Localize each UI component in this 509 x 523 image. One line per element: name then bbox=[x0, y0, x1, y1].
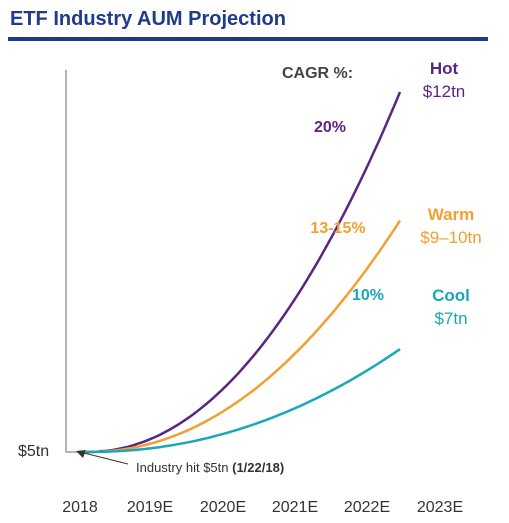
chart-title: ETF Industry AUM Projection bbox=[10, 8, 286, 30]
series-line-cool bbox=[86, 348, 401, 454]
cagr-label-warm: 13-15% bbox=[310, 220, 365, 237]
annotation-label: Industry hit $5tn (1/22/18) bbox=[136, 460, 284, 475]
series-name-warm: Warm bbox=[428, 205, 475, 224]
series-layer: 20% Hot $12tn 13-15% Warm $9–10tn 10% Cool $7tn bbox=[85, 59, 482, 454]
x-tick-label-2018: 2018 bbox=[62, 499, 98, 516]
cagr-header: CAGR %: bbox=[282, 65, 353, 82]
annotation-text: Industry hit $5tn bbox=[136, 460, 232, 475]
annotation-date: (1/22/18) bbox=[232, 460, 284, 475]
y-start-label: $5tn bbox=[18, 443, 49, 460]
annotation-pointer bbox=[79, 451, 129, 465]
cagr-label-hot: 20% bbox=[314, 119, 346, 136]
x-tick-label-2021E: 2021E bbox=[272, 499, 318, 516]
x-tick-label-2020E: 2020E bbox=[200, 499, 246, 516]
series-end-value-warm: $9–10tn bbox=[420, 228, 481, 247]
series-end-value-cool: $7tn bbox=[434, 309, 467, 328]
series-line-hot bbox=[85, 91, 402, 454]
series-line-warm bbox=[86, 219, 402, 454]
x-tick-label-2019E: 2019E bbox=[127, 499, 173, 516]
x-tick-labels: 2018 2019E 2020E 2021E 2022E 2023E bbox=[62, 499, 463, 516]
title-rule bbox=[8, 37, 488, 41]
series-name-cool: Cool bbox=[432, 286, 470, 305]
series-end-value-hot: $12tn bbox=[423, 82, 466, 101]
cagr-label-cool: 10% bbox=[352, 287, 384, 304]
annotation-arrowhead bbox=[76, 450, 86, 458]
x-tick-label-2023E: 2023E bbox=[417, 499, 463, 516]
series-name-hot: Hot bbox=[430, 59, 459, 78]
x-tick-label-2022E: 2022E bbox=[344, 499, 390, 516]
